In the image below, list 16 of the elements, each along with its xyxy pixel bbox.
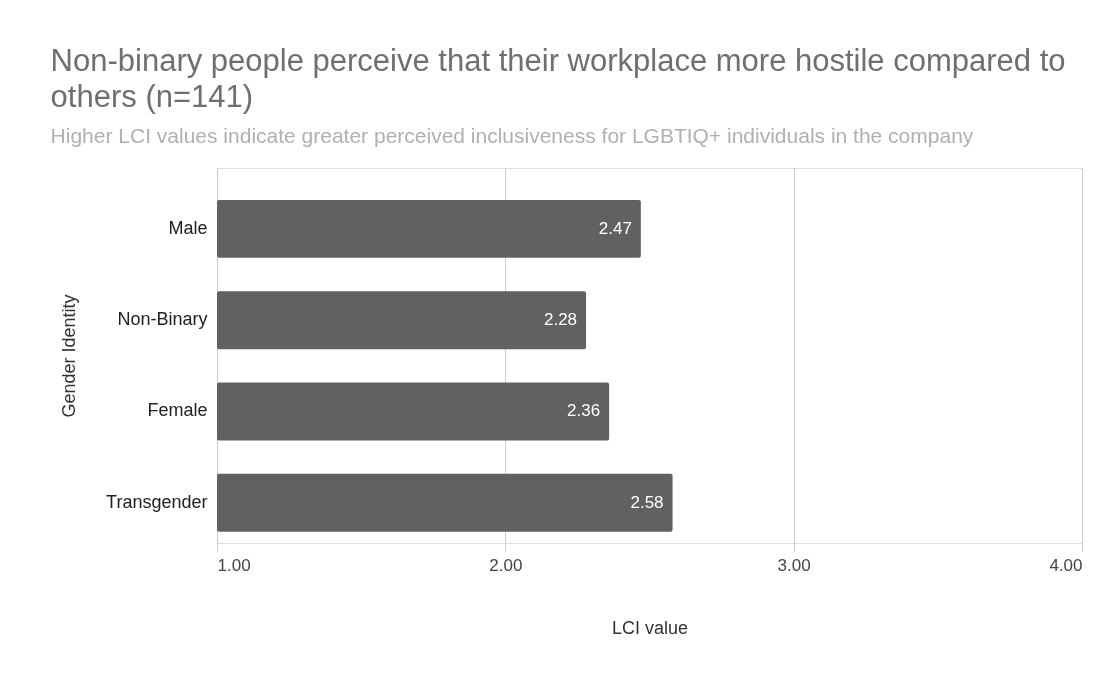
data-label: 2.28 — [543, 310, 578, 330]
x-tick-label: 1.00 — [217, 555, 251, 575]
x-tick-label: 3.00 — [777, 555, 811, 575]
chart-subtitle: Higher LCI values indicate greater perceived inclusiveness for LGBTIQ+ individuals in the company — [50, 124, 974, 147]
x-tick-label: 2.00 — [489, 555, 523, 575]
y-tick-label: Male — [168, 217, 208, 238]
y-tick-label: Transgender — [106, 491, 208, 512]
y-tick-label: Female — [147, 400, 208, 421]
x-axis-title: LCI value — [611, 617, 689, 638]
x-tick-label: 4.00 — [1049, 555, 1083, 575]
y-tick-label: Non-Binary — [117, 309, 208, 330]
data-label: 2.58 — [630, 492, 664, 512]
data-label: 2.47 — [598, 218, 632, 238]
chart-title: Non-binary people perceive that their workplace more hostile compared to others (n=141) — [50, 43, 1066, 114]
y-axis-title: Gender Identity — [59, 294, 80, 418]
data-label: 2.36 — [567, 401, 601, 421]
